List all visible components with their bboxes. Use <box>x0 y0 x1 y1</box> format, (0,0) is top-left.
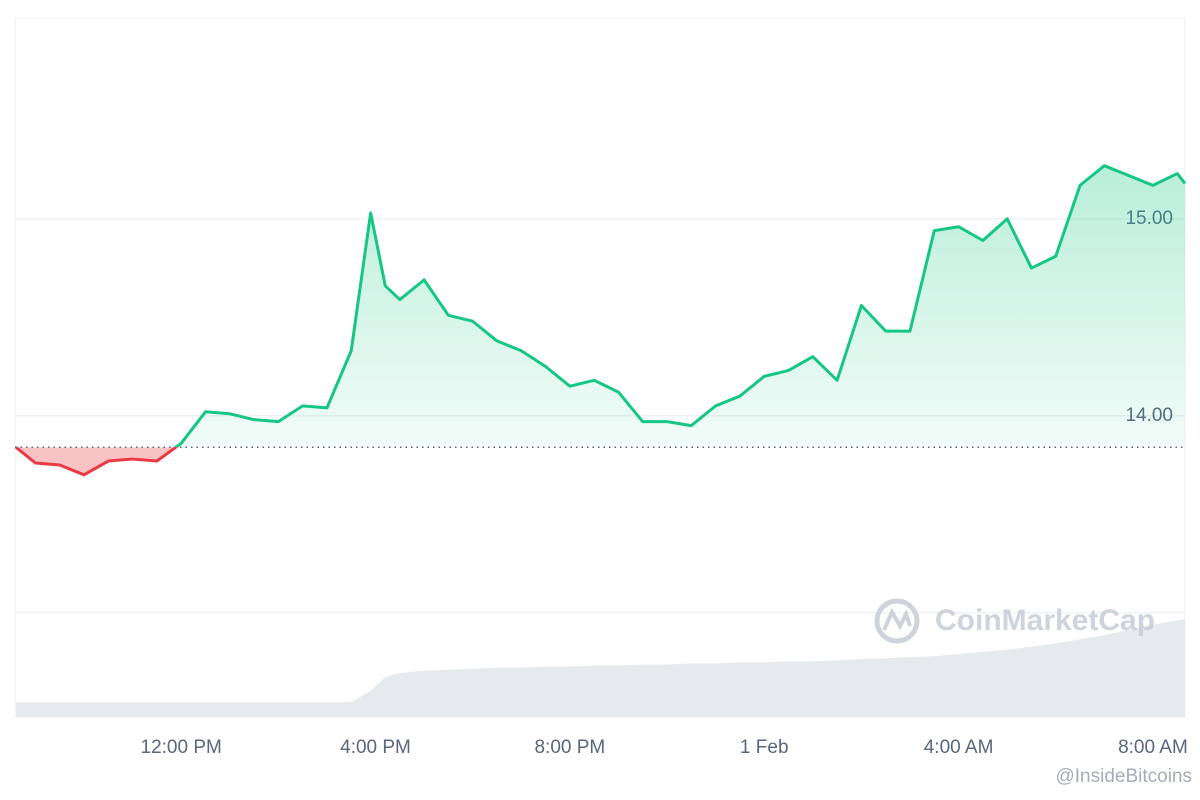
x-tick-label: 1 Feb <box>740 737 789 758</box>
x-tick-label: 4:00 AM <box>924 737 994 758</box>
x-tick-label: 4:00 PM <box>340 737 411 758</box>
watermark: CoinMarketCap <box>874 598 1155 644</box>
x-tick-label: 8:00 AM <box>1118 737 1188 758</box>
area-up <box>15 165 1185 448</box>
volume-area <box>15 619 1185 717</box>
credit: @InsideBitcoins <box>1055 766 1192 787</box>
price-line-up <box>15 164 1187 448</box>
x-tick-label: 8:00 PM <box>534 737 605 758</box>
area-down <box>15 447 176 475</box>
x-tick-label: 12:00 PM <box>141 737 222 758</box>
watermark-text: CoinMarketCap <box>935 604 1155 637</box>
